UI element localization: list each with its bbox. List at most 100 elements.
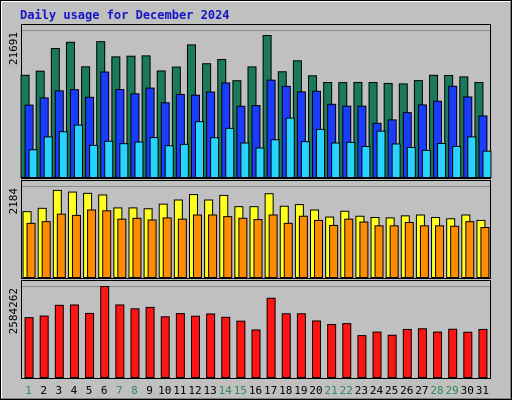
bar-middle-s1-day-9 xyxy=(147,219,157,278)
ymax-label-middle: 2184 xyxy=(7,188,20,215)
bar-bottom-s0-day-7 xyxy=(115,304,125,378)
x-tick-label-29: 29 xyxy=(446,384,459,397)
bar-top-s2-day-29 xyxy=(452,145,462,179)
bar-middle-s1-day-1 xyxy=(26,222,36,278)
x-tick-label-18: 18 xyxy=(279,384,292,397)
bar-bottom-s0-day-28 xyxy=(433,331,443,379)
ymax-label-bottom: 2584262 xyxy=(7,288,20,334)
bar-middle-s1-day-16 xyxy=(253,219,263,278)
bar-middle-s1-day-4 xyxy=(71,214,81,279)
bar-middle-s1-day-2 xyxy=(41,221,51,279)
bar-top-s2-day-3 xyxy=(58,131,68,178)
x-tick-label-16: 16 xyxy=(249,384,262,397)
x-tick-label-22: 22 xyxy=(340,384,353,397)
bar-middle-s1-day-22 xyxy=(344,218,354,279)
bar-bottom-s0-day-11 xyxy=(175,313,185,378)
x-tick-label-28: 28 xyxy=(430,384,443,397)
ymax-label-top: 21691 xyxy=(7,32,20,65)
bar-middle-s1-day-10 xyxy=(162,217,172,279)
x-tick-label-27: 27 xyxy=(415,384,428,397)
bar-bottom-s0-day-8 xyxy=(130,308,140,378)
bar-middle-s1-day-26 xyxy=(404,222,414,278)
bar-middle-s1-day-3 xyxy=(56,213,66,279)
bar-bottom-s0-day-27 xyxy=(417,328,427,379)
bar-middle-s1-day-28 xyxy=(435,225,445,278)
bar-bottom-s0-day-25 xyxy=(387,334,397,379)
panel-frame-middle xyxy=(21,180,491,279)
bar-top-s2-day-14 xyxy=(225,127,235,178)
x-tick-label-19: 19 xyxy=(294,384,307,397)
x-tick-label-9: 9 xyxy=(146,384,153,397)
x-tick-label-20: 20 xyxy=(309,384,322,397)
x-tick-label-25: 25 xyxy=(385,384,398,397)
bar-top-s2-day-20 xyxy=(316,128,326,178)
bar-bottom-s0-day-3 xyxy=(54,304,64,378)
bar-bottom-s0-day-30 xyxy=(463,331,473,378)
bar-middle-s1-day-20 xyxy=(314,219,324,279)
bar-middle-s1-day-17 xyxy=(268,214,278,278)
bar-bottom-s0-day-22 xyxy=(342,323,352,378)
bar-bottom-s0-day-6 xyxy=(100,286,110,378)
bar-middle-s1-day-13 xyxy=(208,214,218,278)
bar-top-s2-day-31 xyxy=(482,150,492,178)
bar-top-s2-day-23 xyxy=(361,146,371,178)
bar-middle-s1-day-14 xyxy=(223,216,233,279)
bar-top-s2-day-26 xyxy=(406,146,416,179)
chart-title: Daily usage for December 2024 xyxy=(20,8,230,22)
bar-middle-s1-day-12 xyxy=(192,214,202,278)
bar-middle-s1-day-8 xyxy=(132,217,142,278)
x-tick-label-10: 10 xyxy=(158,384,171,397)
bar-middle-s1-day-5 xyxy=(87,209,97,278)
bar-middle-s1-day-11 xyxy=(177,218,187,279)
x-tick-label-31: 31 xyxy=(476,384,489,397)
bar-top-s2-day-30 xyxy=(467,136,477,179)
bar-top-s2-day-15 xyxy=(240,142,250,179)
bar-bottom-s0-day-16 xyxy=(251,329,261,378)
bar-bottom-s0-day-24 xyxy=(372,331,382,379)
x-tick-label-8: 8 xyxy=(131,384,138,397)
bar-top-s2-day-1 xyxy=(28,149,38,179)
bar-middle-s1-day-21 xyxy=(329,224,339,279)
bar-top-s2-day-13 xyxy=(210,137,220,178)
bar-top-s2-day-10 xyxy=(164,145,174,178)
bar-middle-s1-day-24 xyxy=(374,225,384,278)
x-tick-label-6: 6 xyxy=(101,384,108,397)
bar-top-s2-day-12 xyxy=(194,121,204,178)
bar-middle-s1-day-23 xyxy=(359,221,369,278)
bar-top-s2-day-7 xyxy=(119,143,129,179)
x-tick-label-26: 26 xyxy=(400,384,413,397)
bar-top-s2-day-11 xyxy=(179,143,189,178)
x-tick-label-24: 24 xyxy=(370,384,384,397)
x-tick-label-3: 3 xyxy=(56,384,63,397)
bar-top-s2-day-24 xyxy=(376,130,386,179)
bar-bottom-s0-day-10 xyxy=(160,316,170,379)
bar-top-s2-day-17 xyxy=(270,139,280,179)
bar-bottom-s0-day-19 xyxy=(296,313,306,378)
bar-bottom-s0-day-2 xyxy=(39,315,49,379)
bar-bottom-s0-day-15 xyxy=(236,320,246,379)
bar-bottom-s0-day-14 xyxy=(221,316,231,379)
bar-middle-s1-day-25 xyxy=(389,225,399,278)
bar-bottom-s0-day-23 xyxy=(357,335,367,378)
x-tick-label-1: 1 xyxy=(25,384,32,397)
bar-bottom-s0-day-4 xyxy=(69,304,79,378)
bar-top-s2-day-25 xyxy=(391,143,401,178)
bar-top-s2-day-9 xyxy=(149,137,159,179)
bar-middle-s1-day-7 xyxy=(117,218,127,279)
x-tick-label-17: 17 xyxy=(264,384,277,397)
bar-bottom-s0-day-31 xyxy=(478,328,488,378)
bar-bottom-s0-day-12 xyxy=(190,315,200,379)
bar-middle-s1-day-31 xyxy=(480,227,490,278)
bar-bottom-s0-day-5 xyxy=(85,312,95,379)
bar-bottom-s0-day-21 xyxy=(327,324,337,378)
bar-middle-s1-day-15 xyxy=(238,217,248,278)
bar-middle-s1-day-6 xyxy=(102,210,112,278)
bar-top-s2-day-22 xyxy=(346,141,356,178)
bar-top-s2-day-8 xyxy=(134,141,144,179)
x-tick-label-30: 30 xyxy=(461,384,474,397)
bar-top-s2-day-4 xyxy=(73,124,83,178)
bar-top-s2-day-16 xyxy=(255,147,265,179)
bar-top-s2-day-27 xyxy=(421,149,431,178)
